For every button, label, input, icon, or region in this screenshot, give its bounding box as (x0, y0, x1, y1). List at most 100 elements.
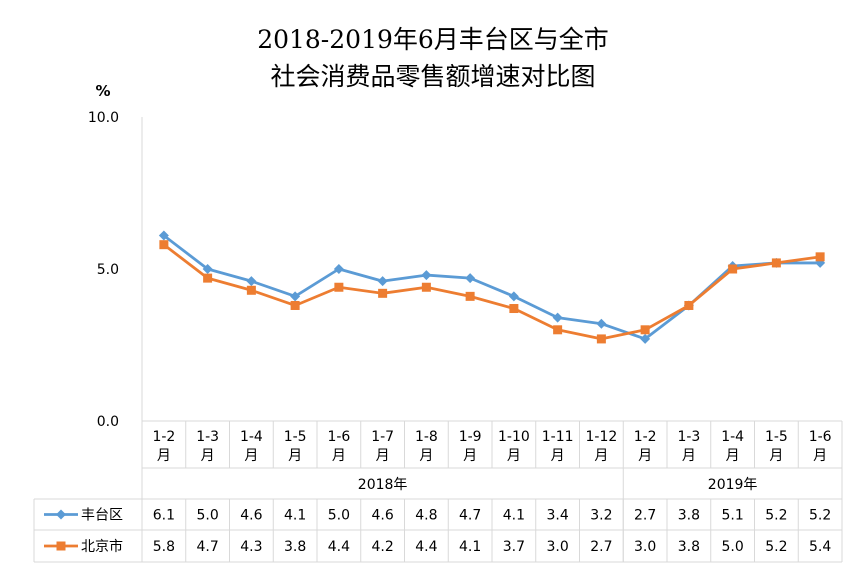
x-tick-label-unit: 月 (463, 448, 477, 464)
data-table-value: 4.2 (371, 539, 393, 555)
data-table-value: 6.1 (153, 508, 175, 524)
data-point-marker (509, 304, 519, 314)
x-tick-label: 1-7 (371, 429, 394, 445)
data-table-value: 4.6 (240, 508, 262, 524)
legend-key-marker (56, 509, 66, 520)
data-table-value: 3.2 (590, 508, 612, 524)
data-table-value: 3.8 (284, 539, 306, 555)
data-point-marker (246, 285, 256, 295)
x-tick-label-unit: 月 (682, 448, 696, 464)
x-tick-label-unit: 月 (244, 448, 258, 464)
x-tick-label: 1-5 (765, 429, 788, 445)
x-tick-label: 1-2 (634, 429, 657, 445)
data-point-marker (728, 264, 738, 274)
series-line-2 (163, 243, 821, 341)
data-table-value: 2.7 (590, 539, 612, 555)
data-table-value: 4.7 (459, 508, 481, 524)
data-table-value: 5.4 (809, 539, 831, 555)
x-tick-label: 1-10 (498, 429, 530, 445)
data-point-marker (553, 325, 563, 335)
data-point-marker (640, 333, 651, 344)
data-table-value: 5.2 (765, 539, 787, 555)
data-table-value: 4.1 (503, 508, 525, 524)
data-point-marker (508, 291, 519, 302)
data-table-value: 5.8 (153, 539, 175, 555)
data-table-value: 5.2 (765, 508, 787, 524)
data-point-marker (334, 282, 344, 292)
data-point-marker (333, 264, 344, 274)
data-point-marker (421, 282, 431, 292)
x-tick-label-unit: 月 (288, 448, 302, 464)
data-point-marker (596, 334, 606, 344)
data-table-value: 4.3 (240, 539, 262, 555)
x-tick-label-unit: 月 (419, 448, 433, 464)
x-tick-label-unit: 月 (813, 448, 827, 464)
data-table-value: 5.0 (328, 508, 350, 524)
x-tick-label: 1-12 (585, 429, 617, 445)
x-tick-label: 1-5 (284, 429, 307, 445)
x-tick-label-unit: 月 (507, 448, 521, 464)
x-tick-label: 1-8 (415, 429, 438, 445)
data-table-value: 5.2 (809, 508, 831, 524)
data-point-marker (290, 300, 300, 310)
x-tick-label-unit: 月 (157, 448, 171, 464)
series-line-1 (163, 234, 821, 341)
x-tick-label-unit: 月 (376, 448, 390, 464)
data-table-value: 3.0 (634, 539, 656, 555)
x-tick-label-unit: 月 (769, 448, 783, 464)
x-tick-label-unit: 月 (594, 448, 608, 464)
y-tick-label: 0.0 (97, 414, 119, 430)
data-table-value: 5.1 (721, 508, 743, 524)
legend-series-name: 北京市 (81, 538, 123, 555)
data-table-value: 3.7 (503, 539, 525, 555)
x-tick-label: 1-2 (152, 429, 175, 445)
data-table-value: 4.8 (415, 508, 437, 524)
x-tick-label: 1-3 (196, 429, 219, 445)
data-point-marker (378, 288, 388, 298)
data-point-marker (203, 273, 213, 283)
data-table-value: 3.8 (678, 508, 700, 524)
data-table-value: 5.0 (196, 508, 218, 524)
data-table-value: 3.4 (546, 508, 568, 524)
x-tick-label: 1-6 (809, 429, 832, 445)
data-point-marker (246, 276, 257, 287)
data-table-value: 4.6 (371, 508, 393, 524)
y-tick-label: 10.0 (88, 110, 119, 126)
data-point-marker (158, 230, 169, 241)
y-unit-label: % (95, 82, 110, 100)
data-point-marker (159, 240, 169, 250)
y-tick-label: 5.0 (97, 262, 119, 278)
x-tick-label: 1-6 (327, 429, 350, 445)
x-tick-label-unit: 月 (726, 448, 740, 464)
data-point-marker (421, 270, 432, 281)
data-point-marker (377, 276, 388, 287)
chart-title-line-1: 2018-2019年6月丰台区与全市 (257, 25, 609, 54)
data-point-marker (465, 273, 476, 284)
x-tick-label: 1-9 (459, 429, 482, 445)
x-tick-label: 1-4 (240, 429, 263, 445)
x-tick-label-unit: 月 (332, 448, 346, 464)
data-table-value: 4.7 (196, 539, 218, 555)
x-tick-label: 1-4 (721, 429, 744, 445)
data-point-marker (684, 300, 694, 310)
legend-key-marker (56, 541, 66, 551)
x-tick-label-unit: 月 (638, 448, 652, 464)
data-table-value: 4.4 (415, 539, 437, 555)
data-table-value: 5.0 (721, 539, 743, 555)
data-table-value: 4.4 (328, 539, 350, 555)
x-tick-label-unit: 月 (201, 448, 215, 464)
data-table-value: 4.1 (284, 508, 306, 524)
year-group-label: 2018年 (358, 477, 408, 493)
data-point-marker (202, 264, 213, 274)
data-point-marker (596, 318, 607, 329)
data-point-marker (640, 325, 650, 335)
x-tick-label-unit: 月 (551, 448, 565, 464)
year-group-label: 2019年 (708, 477, 758, 493)
data-table-value: 3.8 (678, 539, 700, 555)
x-tick-label: 1-11 (542, 429, 574, 445)
legend-series-name: 丰台区 (81, 508, 123, 524)
data-point-marker (771, 258, 781, 268)
chart-title-line-2: 社会消费品零售额增速对比图 (270, 62, 596, 91)
data-point-marker (552, 312, 563, 323)
